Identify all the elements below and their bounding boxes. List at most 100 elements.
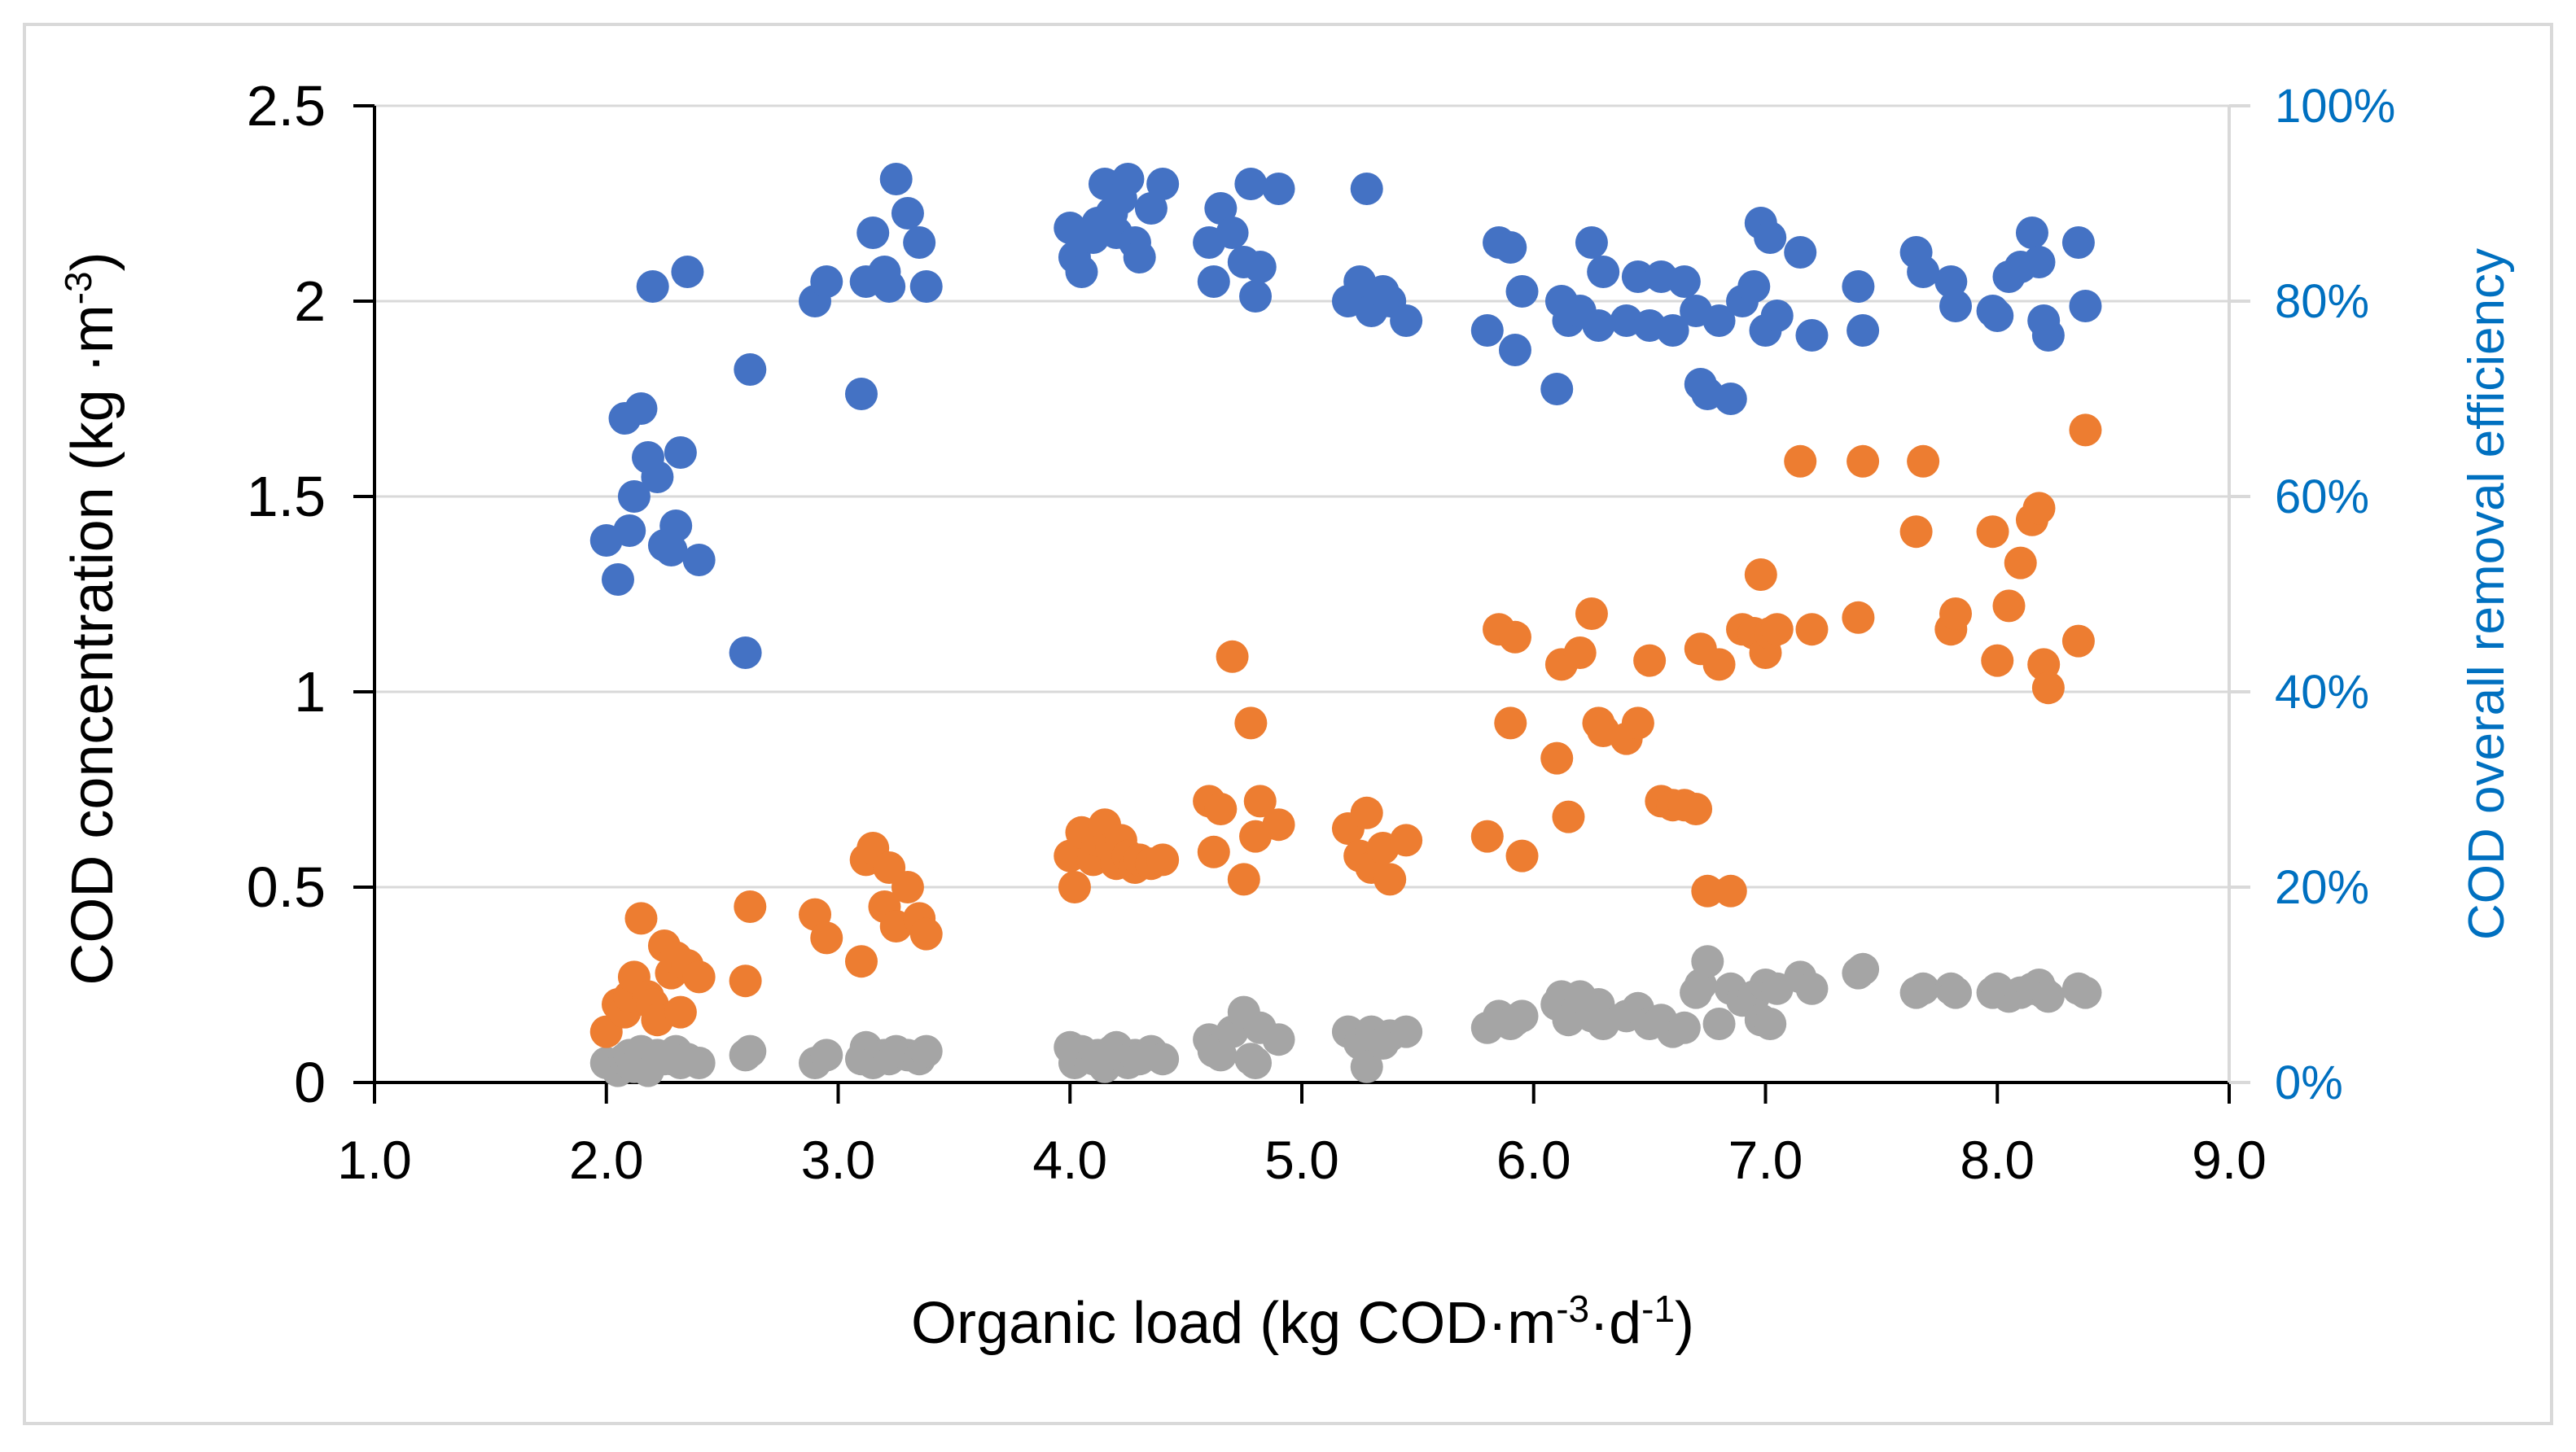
gray-point: [1795, 972, 1829, 1005]
efficiency-point: [729, 636, 762, 669]
orange-point: [1899, 515, 1933, 549]
efficiency-point: [1134, 192, 1168, 225]
orange-point: [2069, 413, 2102, 447]
orange-point: [1992, 589, 2026, 623]
efficiency-point: [636, 270, 669, 303]
chart-frame: [23, 23, 2553, 1425]
efficiency-point: [1262, 173, 1295, 205]
gray-point: [1939, 976, 1972, 1009]
efficiency-point: [1390, 304, 1423, 337]
orange-point: [1680, 793, 1713, 825]
orange-point: [1976, 515, 2009, 549]
orange-point: [1714, 874, 1747, 908]
orange-point: [1702, 648, 1736, 681]
efficiency-point: [1907, 256, 1940, 288]
efficiency-point: [1939, 290, 1972, 322]
orange-point: [734, 890, 767, 923]
orange-point: [1204, 793, 1238, 825]
gray-point: [1907, 972, 1940, 1005]
efficiency-point: [659, 510, 693, 542]
orange-point: [2031, 671, 2065, 705]
efficiency-point: [1575, 226, 1608, 259]
y-right-tick-label: 20%: [2275, 861, 2369, 914]
efficiency-point: [1111, 163, 1145, 195]
gray-point: [810, 1039, 843, 1072]
orange-point: [1227, 863, 1260, 896]
y-left-tick-label: 0.5: [247, 855, 326, 919]
efficiency-point: [1582, 309, 1615, 342]
orange-point: [1633, 644, 1667, 677]
orange-point: [1563, 636, 1597, 669]
x-tick-label: 9.0: [2192, 1130, 2267, 1190]
gray-point: [1239, 1047, 1273, 1079]
efficiency-point: [1234, 168, 1268, 200]
gray-point: [1667, 1011, 1701, 1044]
orange-point: [1540, 741, 1574, 775]
orange-point: [1197, 835, 1230, 868]
efficiency-point: [1795, 319, 1829, 352]
efficiency-point: [1737, 270, 1771, 303]
efficiency-point: [1754, 221, 1787, 254]
gray-point: [682, 1047, 716, 1079]
efficiency-point: [1981, 300, 2014, 332]
efficiency-point: [1842, 270, 1875, 303]
efficiency-point: [1784, 236, 1817, 269]
orange-point: [1744, 558, 1777, 591]
efficiency-point: [1350, 173, 1383, 205]
orange-point: [1470, 820, 1504, 853]
y-right-tick-label: 60%: [2275, 470, 2369, 523]
orange-point: [810, 921, 843, 955]
efficiency-point: [844, 378, 878, 410]
orange-point: [1621, 706, 1654, 740]
orange-point: [1939, 597, 1972, 630]
gridlines: [375, 104, 2229, 889]
y-right-tick-label: 40%: [2275, 666, 2369, 719]
gray-point: [1505, 999, 1539, 1033]
efficiency-point: [1621, 260, 1654, 293]
efficiency-point: [1216, 216, 1249, 249]
orange-point: [2061, 624, 2095, 658]
efficiency-point: [1204, 192, 1238, 225]
efficiency-point: [682, 544, 716, 576]
gray-point: [1262, 1023, 1295, 1056]
efficiency-point: [856, 216, 890, 249]
orange-point: [2004, 546, 2037, 579]
orange-point: [2022, 492, 2056, 525]
y-right-tick-label: 80%: [2275, 275, 2369, 328]
efficiency-point: [617, 480, 651, 513]
efficiency-point: [671, 256, 704, 288]
orange-point: [1262, 808, 1295, 842]
series-gray-points: [589, 945, 2102, 1087]
gray-point: [1702, 1008, 1736, 1040]
orange-point: [891, 871, 924, 903]
y-left-axis-title: COD concentration (kg ·m-3): [57, 251, 125, 985]
y-left-tick-label: 0: [294, 1051, 326, 1114]
gray-point: [1390, 1015, 1423, 1048]
efficiency-point: [655, 534, 688, 566]
orange-point: [1494, 706, 1527, 740]
gray-point: [2069, 976, 2102, 1009]
efficiency-point: [1540, 373, 1574, 405]
efficiency-point: [1243, 251, 1277, 283]
orange-point: [1784, 444, 1817, 478]
orange-point: [1907, 444, 1940, 478]
efficiency-point: [1494, 231, 1527, 264]
orange-point: [1981, 644, 2014, 677]
gray-point: [909, 1034, 943, 1068]
orange-point: [1234, 706, 1268, 740]
orange-point: [1795, 613, 1829, 646]
gray-point: [2031, 980, 2065, 1013]
x-tick-label: 8.0: [1960, 1130, 2035, 1190]
x-tick-label: 7.0: [1728, 1130, 1803, 1190]
x-tick-label: 1.0: [337, 1130, 412, 1190]
efficiency-point: [613, 514, 646, 547]
orange-point: [1373, 863, 1407, 896]
efficiency-point: [1146, 168, 1180, 200]
series-efficiency-points: [589, 163, 2102, 669]
orange-point: [1691, 874, 1724, 908]
efficiency-point: [2022, 246, 2056, 278]
gray-point: [1847, 952, 1880, 986]
efficiency-point: [1505, 275, 1539, 308]
efficiency-point: [2069, 290, 2102, 322]
